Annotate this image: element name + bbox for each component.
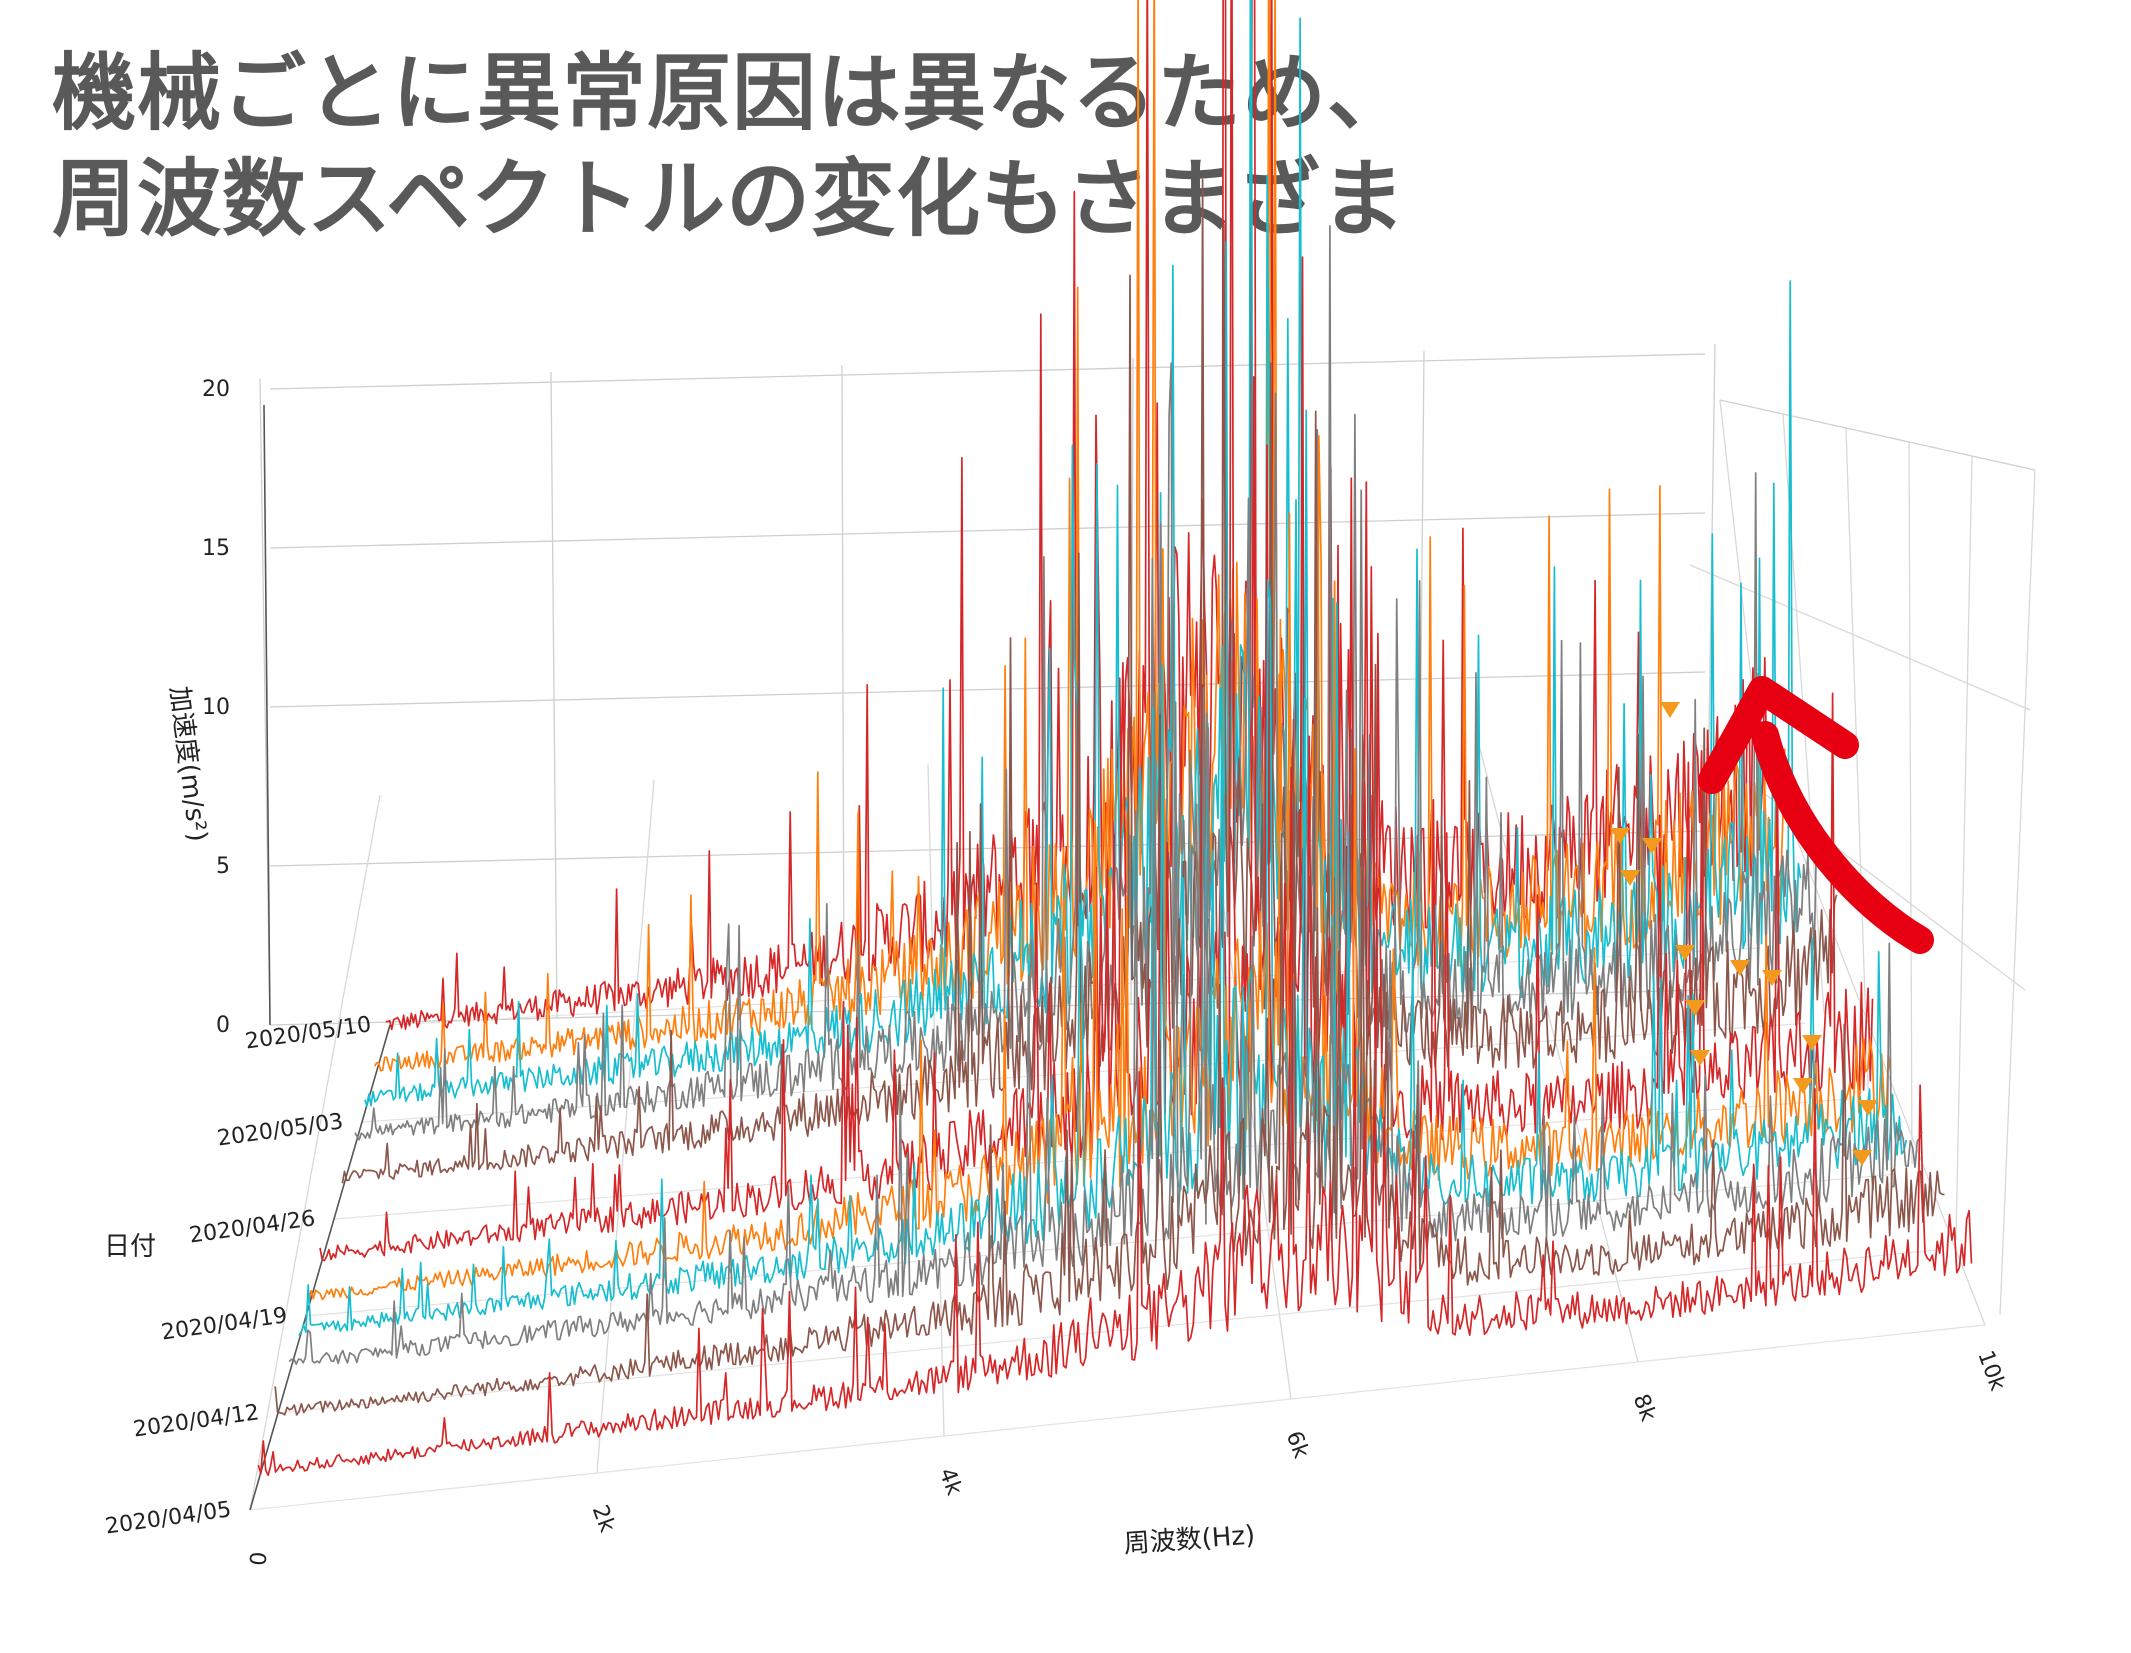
chart-labels: 周波数(Hz) 加速度(m/s²) 日付 0510152002k4k6k8k10… — [104, 377, 2010, 1567]
x-tick-label: 10k — [1972, 1347, 2010, 1394]
y-gridline — [269, 512, 1706, 549]
side-gridline — [1845, 427, 1869, 1089]
floor-gridline — [1475, 733, 1639, 1363]
wall-gridline — [841, 364, 845, 1012]
x-tick-label: 2k — [587, 1502, 620, 1536]
x-axis-title: 周波数(Hz) — [1123, 1520, 1256, 1559]
peak-marker — [1730, 960, 1750, 976]
date-tick-label: 2020/04/26 — [188, 1206, 317, 1248]
y-tick-label: 10 — [202, 695, 230, 720]
side-mid-gridline — [1689, 564, 2031, 711]
peak-marker — [1852, 1150, 1872, 1166]
spectrum-series-line — [274, 718, 1945, 1416]
date-gridline — [249, 1324, 1986, 1511]
spectrum-series-line — [307, 434, 1892, 1301]
side-top-edge — [1719, 399, 2036, 471]
x-tick-label: 0 — [243, 1551, 269, 1567]
spectrum-series-line — [257, 766, 1973, 1477]
side-gridline — [1908, 441, 1913, 1165]
headline-line-1: 機械ごとに異常原因は異なるため、 — [52, 44, 1413, 142]
y-axis-line — [263, 404, 271, 1026]
peak-marker — [1793, 1078, 1813, 1094]
y-tick-label: 5 — [216, 854, 230, 879]
peak-marker — [1685, 1000, 1705, 1016]
peak-marker — [1690, 1050, 1710, 1066]
y-gridline — [269, 830, 1706, 867]
peak-marker — [1610, 828, 1630, 844]
peak-marker — [1675, 945, 1695, 961]
chart-series — [257, 0, 1973, 1477]
spectrum-series-line — [288, 687, 1923, 1365]
y-gridline — [269, 353, 1706, 390]
date-tick-label: 2020/04/05 — [104, 1497, 233, 1539]
peak-marker — [1642, 838, 1662, 854]
date-tick-label: 2020/05/10 — [244, 1012, 373, 1054]
floor-gridline — [249, 794, 381, 1511]
y-tick-label: 0 — [216, 1013, 230, 1038]
red-arrowhead — [1698, 676, 1859, 794]
peak-markers — [1610, 702, 1878, 1166]
date-gridline — [277, 1249, 1941, 1414]
x-tick-label: 6k — [1281, 1428, 1314, 1462]
y-tick-label: 20 — [202, 377, 230, 402]
y-tick-label: 15 — [202, 536, 230, 561]
headline: 機械ごとに異常原因は異なるため、 周波数スペクトルの変化もさまざま — [52, 40, 1412, 252]
peak-marker — [1620, 870, 1640, 886]
headline-line-2: 周波数スペクトルの変化もさまざま — [52, 150, 1407, 248]
peak-marker — [1660, 702, 1680, 718]
peak-marker — [1802, 1035, 1822, 1051]
wall-gridline — [550, 371, 558, 1019]
spectrum-series-line — [319, 0, 1874, 1262]
red-curved-arrow — [1751, 721, 1934, 954]
date-tick-label: 2020/04/19 — [160, 1303, 289, 1345]
date-tick-label: 2020/05/03 — [216, 1109, 345, 1151]
date-tick-label: 2020/04/12 — [132, 1400, 261, 1442]
peak-marker — [1858, 1100, 1878, 1116]
side-gridline — [1955, 455, 1973, 1240]
floor-gridline — [596, 779, 655, 1474]
side-gridline — [1999, 469, 2036, 1316]
z-axis-title: 日付 — [104, 1232, 156, 1262]
x-tick-label: 8k — [1628, 1391, 1661, 1425]
x-tick-label: 4k — [934, 1465, 967, 1499]
y-gridline — [269, 671, 1706, 708]
spectrum-series-line — [341, 178, 1838, 1184]
peak-marker — [1762, 970, 1782, 986]
